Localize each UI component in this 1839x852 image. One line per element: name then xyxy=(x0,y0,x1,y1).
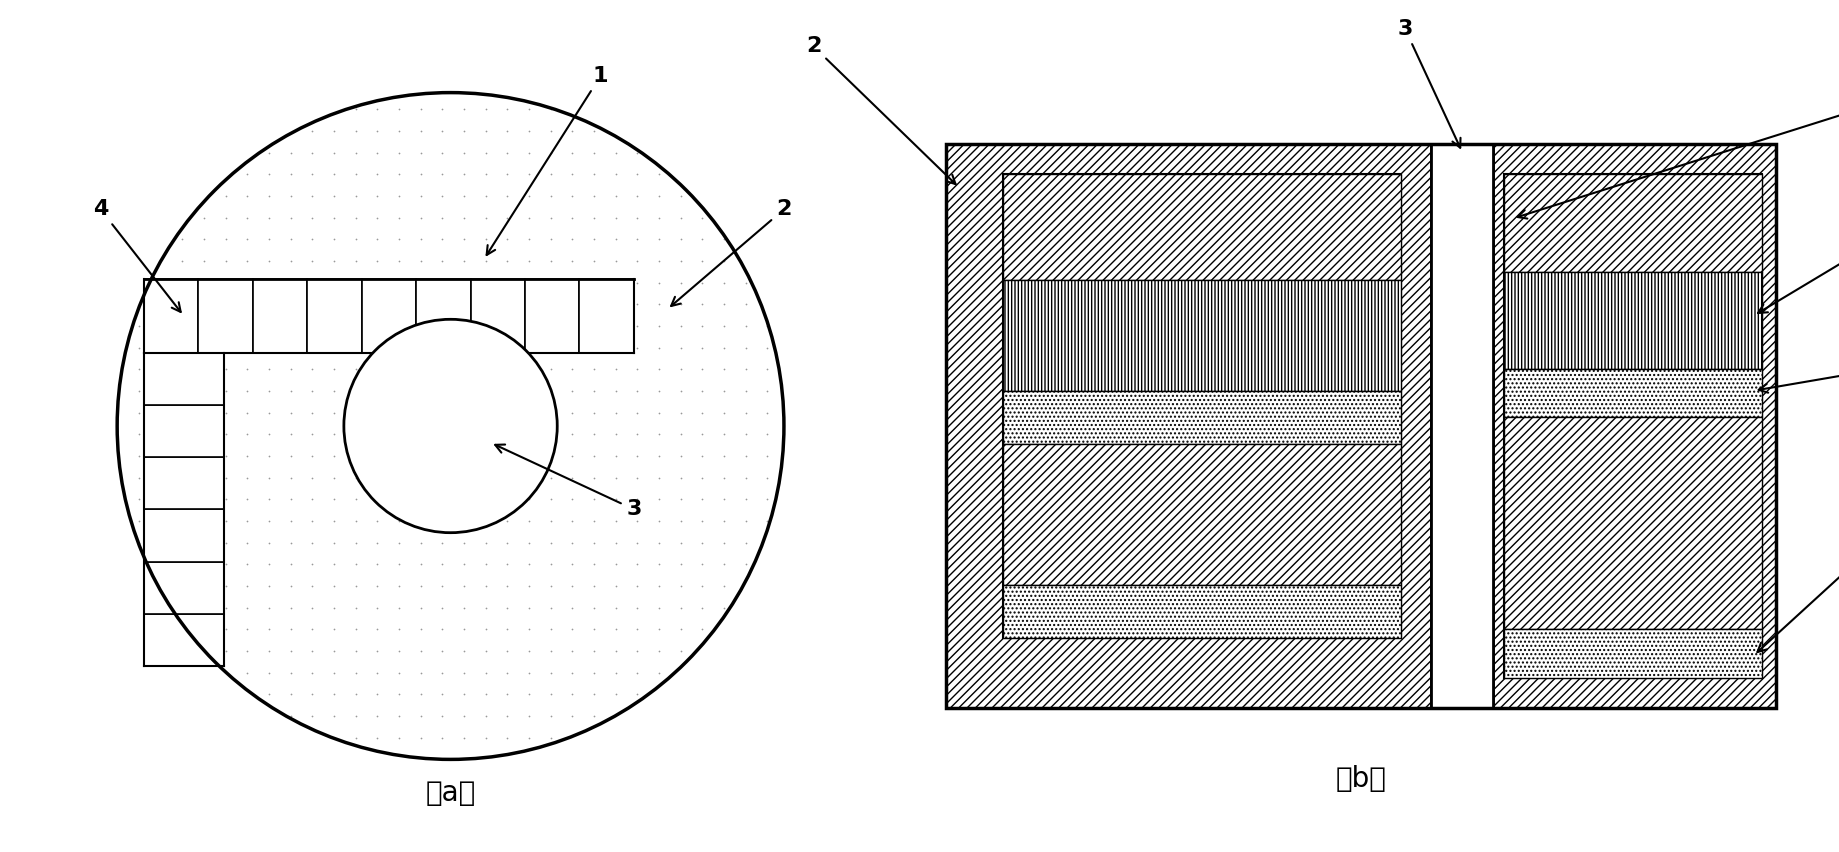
Bar xyxy=(1504,369,1762,417)
Text: 1: 1 xyxy=(1517,89,1839,219)
Text: 5: 5 xyxy=(1758,504,1839,652)
Bar xyxy=(143,279,634,353)
Circle shape xyxy=(344,320,557,532)
Bar xyxy=(524,279,579,353)
Bar xyxy=(1504,417,1762,629)
Text: （b）: （b） xyxy=(1335,765,1387,793)
Bar xyxy=(199,279,252,353)
Bar xyxy=(1004,175,1401,280)
Bar xyxy=(143,405,224,458)
Bar xyxy=(416,279,471,353)
Bar xyxy=(1504,272,1762,369)
Bar xyxy=(1004,280,1401,391)
Text: 2: 2 xyxy=(805,37,956,184)
Bar xyxy=(143,509,224,561)
Text: 5: 5 xyxy=(1758,213,1839,313)
Bar xyxy=(1504,629,1762,677)
Text: （a）: （a） xyxy=(425,779,476,807)
Bar xyxy=(1004,175,1401,638)
Bar xyxy=(143,458,224,509)
Bar xyxy=(579,279,634,353)
Bar xyxy=(143,561,224,613)
Text: 5: 5 xyxy=(1758,354,1839,393)
Text: 2: 2 xyxy=(671,199,791,306)
Text: 1: 1 xyxy=(487,66,609,255)
Bar xyxy=(307,279,362,353)
Bar xyxy=(362,279,416,353)
Bar xyxy=(252,279,307,353)
Bar xyxy=(143,353,224,666)
Bar xyxy=(945,143,1431,709)
Bar xyxy=(1493,143,1776,709)
Bar xyxy=(143,353,224,405)
Bar xyxy=(1004,391,1401,444)
Text: 3: 3 xyxy=(1398,19,1460,147)
Bar xyxy=(1431,143,1493,709)
Bar xyxy=(1504,175,1762,677)
Bar xyxy=(471,279,524,353)
Bar xyxy=(1004,444,1401,584)
Bar xyxy=(1504,175,1762,272)
Bar xyxy=(143,279,199,353)
Text: 4: 4 xyxy=(92,199,180,312)
Bar xyxy=(1004,584,1401,638)
Bar xyxy=(143,613,224,666)
Text: 3: 3 xyxy=(495,445,642,520)
